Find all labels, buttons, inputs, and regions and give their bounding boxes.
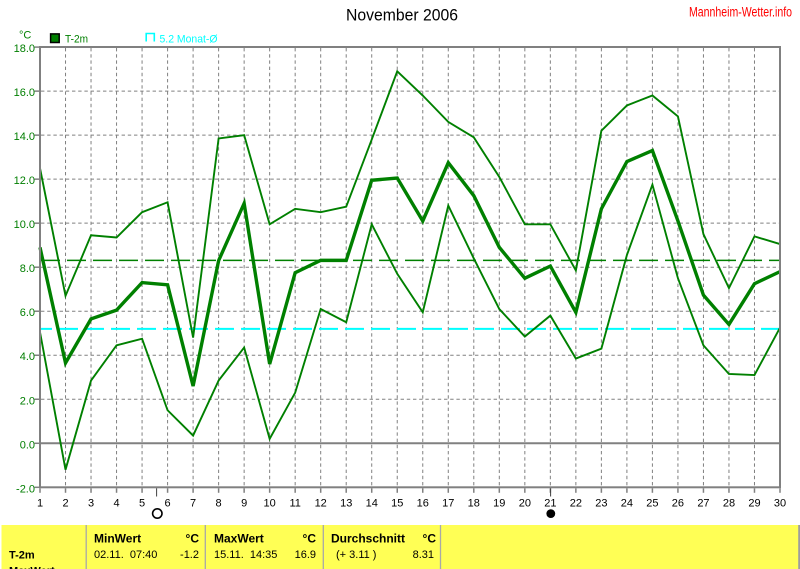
svg-text:1: 1 xyxy=(37,498,43,510)
svg-text:6.0: 6.0 xyxy=(20,307,35,319)
svg-text:22: 22 xyxy=(570,498,582,510)
svg-text:16.0: 16.0 xyxy=(14,87,35,99)
svg-text:0.0: 0.0 xyxy=(20,439,35,451)
svg-text:12: 12 xyxy=(315,498,327,510)
svg-text:19: 19 xyxy=(493,498,505,510)
svg-text:9: 9 xyxy=(241,498,247,510)
svg-text:T-2m: T-2m xyxy=(9,550,35,562)
svg-text:-2.0: -2.0 xyxy=(16,483,35,495)
svg-text:13: 13 xyxy=(340,498,352,510)
svg-text:°C: °C xyxy=(186,532,200,546)
svg-text:3: 3 xyxy=(88,498,94,510)
svg-text:T-2m: T-2m xyxy=(65,34,88,46)
svg-text:8.0: 8.0 xyxy=(20,263,35,275)
svg-text:30: 30 xyxy=(774,498,786,510)
svg-text:11: 11 xyxy=(289,498,300,510)
svg-text:18.0: 18.0 xyxy=(14,43,35,55)
svg-text:28: 28 xyxy=(723,498,735,510)
svg-text:7: 7 xyxy=(190,498,196,510)
svg-text:4.0: 4.0 xyxy=(20,351,35,363)
svg-text:24: 24 xyxy=(621,498,633,510)
svg-text:8.31: 8.31 xyxy=(413,549,434,561)
svg-text:02.11. 07:40: 02.11. 07:40 xyxy=(94,549,157,561)
svg-text:MaxWert: MaxWert xyxy=(214,532,264,546)
svg-text:°C: °C xyxy=(303,532,317,546)
svg-text:10: 10 xyxy=(264,498,276,510)
svg-text:6: 6 xyxy=(165,498,171,510)
svg-text:14: 14 xyxy=(366,498,378,510)
svg-text:12.0: 12.0 xyxy=(14,175,35,187)
svg-text:5: 5 xyxy=(139,498,145,510)
svg-text:November 2006: November 2006 xyxy=(346,6,458,25)
svg-text:4: 4 xyxy=(113,498,119,510)
svg-text:Mannheim-Wetter.info: Mannheim-Wetter.info xyxy=(689,5,792,20)
svg-text:15: 15 xyxy=(391,498,403,510)
svg-text:16.9: 16.9 xyxy=(295,549,316,561)
svg-text:8: 8 xyxy=(216,498,222,510)
svg-text:18: 18 xyxy=(468,498,480,510)
svg-text:5.2 Monat-Ø: 5.2 Monat-Ø xyxy=(160,34,218,46)
svg-text:15.11. 14:35: 15.11. 14:35 xyxy=(214,549,277,561)
svg-text:25: 25 xyxy=(646,498,658,510)
svg-text:17: 17 xyxy=(442,498,454,510)
svg-text:27: 27 xyxy=(697,498,709,510)
svg-text:2: 2 xyxy=(62,498,68,510)
svg-text:26: 26 xyxy=(672,498,684,510)
svg-text:16: 16 xyxy=(417,498,429,510)
svg-text:29: 29 xyxy=(748,498,760,510)
svg-text:MaxWert: MaxWert xyxy=(9,566,55,569)
svg-text:-1.2: -1.2 xyxy=(180,549,199,561)
svg-text:°C: °C xyxy=(423,532,437,546)
svg-text:10.0: 10.0 xyxy=(14,219,35,231)
svg-text:14.0: 14.0 xyxy=(14,131,35,143)
svg-text:°C: °C xyxy=(19,30,31,42)
svg-text:(+ 3.11 ): (+ 3.11 ) xyxy=(336,549,376,561)
svg-text:21: 21 xyxy=(544,498,556,510)
svg-text:2.0: 2.0 xyxy=(20,395,35,407)
svg-text:20: 20 xyxy=(519,498,531,510)
svg-text:Durchschnitt: Durchschnitt xyxy=(331,532,405,546)
svg-text:MinWert: MinWert xyxy=(94,532,141,546)
svg-text:23: 23 xyxy=(595,498,607,510)
